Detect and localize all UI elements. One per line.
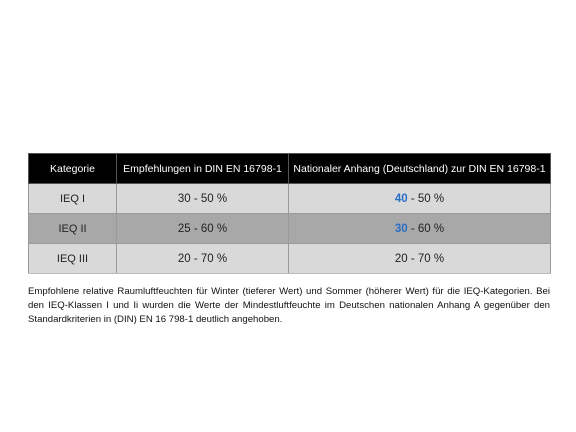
national-highlight-value: 30	[394, 222, 408, 235]
header-kategorie: Kategorie	[28, 153, 117, 184]
table-row: IEQ I 30 - 50 % 40 - 50 %	[28, 183, 551, 214]
national-highlight-value: 40	[394, 192, 408, 205]
row-category: IEQ I	[28, 183, 117, 214]
national-rest-value: 20 - 70 %	[394, 252, 445, 265]
national-rest-value: - 60 %	[407, 222, 445, 235]
header-national: Nationaler Anhang (Deutschland) zur DIN …	[288, 153, 551, 184]
humidity-table: Kategorie Empfehlungen in DIN EN 16798-1…	[28, 153, 551, 274]
row-din-value: 20 - 70 %	[116, 243, 289, 274]
row-national-value: 40 - 50 %	[288, 183, 551, 214]
table-row: IEQ II 25 - 60 % 30 - 60 %	[28, 213, 551, 244]
national-rest-value: - 50 %	[407, 192, 445, 205]
table-row: IEQ III 20 - 70 % 20 - 70 %	[28, 243, 551, 274]
row-national-value: 20 - 70 %	[288, 243, 551, 274]
table-header-row: Kategorie Empfehlungen in DIN EN 16798-1…	[28, 153, 551, 184]
row-din-value: 25 - 60 %	[116, 213, 289, 244]
row-din-value: 30 - 50 %	[116, 183, 289, 214]
header-din: Empfehlungen in DIN EN 16798-1	[116, 153, 289, 184]
table-caption: Empfohlene relative Raumluftfeuchten für…	[28, 286, 550, 325]
row-national-value: 30 - 60 %	[288, 213, 551, 244]
row-category: IEQ II	[28, 213, 117, 244]
row-category: IEQ III	[28, 243, 117, 274]
